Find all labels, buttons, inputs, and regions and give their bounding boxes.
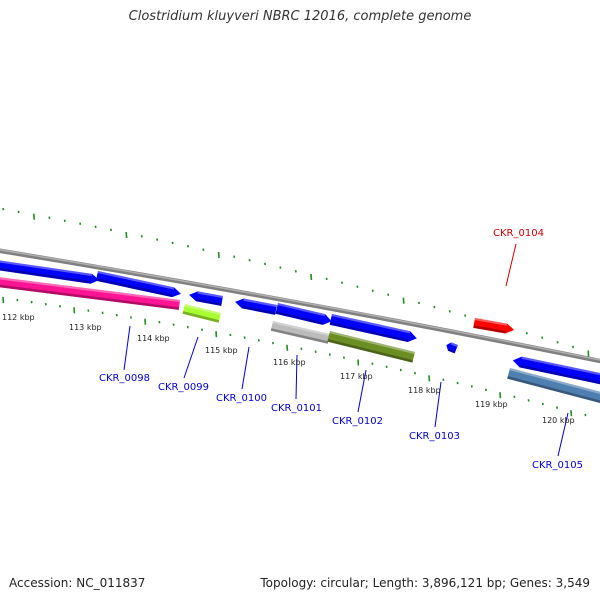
feature-ckr-0101 [270, 321, 331, 344]
kbp-scale-labels: 112 kbp 113 kbp 114 kbp 115 kbp 116 kbp 117 k… [2, 313, 575, 425]
gene-features [0, 259, 600, 404]
gene-leader-line [183, 336, 199, 379]
kbp-label: 116 kbp [273, 358, 306, 367]
kbp-label: 117 kbp [340, 372, 373, 381]
gene-leader-line [434, 381, 442, 428]
gene-label-leaders [123, 243, 569, 457]
gene-leader-line [241, 346, 250, 390]
kbp-label: 119 kbp [475, 400, 508, 409]
genome-stats-text: Topology: circular; Length: 3,896,121 bp… [260, 576, 590, 590]
inner-tick-ring [2, 296, 587, 417]
gene-labels: CKR_0098 CKR_0099 CKR_0100 CKR_0101 CKR_0102… [99, 228, 583, 471]
cds-feature-ckr-0104 [473, 318, 515, 334]
gene-label-ckr-0098: CKR_0098 [99, 373, 150, 384]
gene-leader-line [505, 243, 517, 287]
feature-ckr-0102 [327, 331, 415, 363]
gene-leader-line [357, 369, 367, 413]
kbp-label: 118 kbp [408, 386, 441, 395]
cds-feature [512, 356, 600, 385]
gene-label-ckr-0100: CKR_0100 [216, 393, 267, 404]
cds-feature [329, 314, 417, 343]
gene-leader-line [557, 412, 569, 457]
backbone-arc [0, 248, 600, 364]
genome-backbone [0, 248, 600, 364]
backbone-highlight [0, 249, 600, 361]
kbp-label: 115 kbp [205, 346, 238, 355]
kbp-label: 113 kbp [69, 323, 102, 332]
cds-feature [95, 271, 181, 298]
cds-feature [189, 291, 223, 306]
cds-feature [446, 342, 458, 354]
gene-label-ckr-0104: CKR_0104 [493, 228, 544, 239]
cds-feature [0, 259, 100, 284]
cds-feature [275, 303, 332, 325]
gene-leader-line [295, 354, 298, 400]
outer-tick-ring [2, 207, 590, 357]
gene-label-ckr-0102: CKR_0102 [332, 416, 383, 427]
genome-title: Clostridium kluyveri NBRC 12016, complet… [128, 9, 472, 24]
gene-label-ckr-0101: CKR_0101 [271, 403, 322, 414]
kbp-label: 120 kbp [542, 416, 575, 425]
feature-ckr-0105 [507, 368, 600, 404]
gene-label-ckr-0103: CKR_0103 [409, 431, 460, 442]
accession-text: Accession: NC_011837 [9, 576, 146, 590]
rna-feature [0, 276, 181, 310]
cds-feature [235, 298, 278, 315]
gene-label-ckr-0105: CKR_0105 [532, 460, 583, 471]
kbp-label: 112 kbp [2, 313, 35, 322]
kbp-label: 114 kbp [137, 334, 170, 343]
gene-label-ckr-0099: CKR_0099 [158, 382, 209, 393]
gene-leader-line [123, 325, 131, 371]
feature-ckr-0099 [182, 304, 222, 323]
